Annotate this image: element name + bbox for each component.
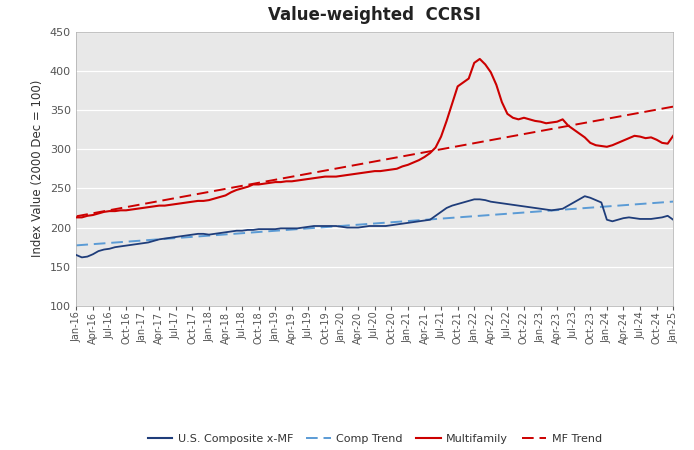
MF Trend [271,177,280,182]
MF Trend [398,154,407,159]
U.S. Composite x-MF [78,255,86,260]
Multifamily [475,56,484,62]
Comp Trend [238,230,246,236]
Comp Trend [393,219,401,225]
U.S. Composite x-MF [244,227,252,233]
U.S. Composite x-MF [581,194,589,199]
Multifamily [72,215,81,220]
U.S. Composite x-MF [669,217,677,222]
Comp Trend [398,219,407,224]
Title: Value-weighted  CCRSI: Value-weighted CCRSI [269,6,481,24]
MF Trend [393,155,401,160]
Y-axis label: Index Value (2000 Dec = 100): Index Value (2000 Dec = 100) [31,80,44,257]
U.S. Composite x-MF [470,197,478,202]
MF Trend [72,214,81,219]
Multifamily [238,186,246,191]
Multifamily [271,180,280,185]
Comp Trend [72,243,81,248]
MF Trend [117,206,125,211]
U.S. Composite x-MF [122,243,130,248]
U.S. Composite x-MF [72,252,81,258]
MF Trend [669,104,677,109]
Comp Trend [271,228,280,234]
Comp Trend [117,239,125,245]
Multifamily [464,76,473,81]
Multifamily [117,207,125,213]
MF Trend [238,183,246,189]
Multifamily [669,133,677,139]
MF Trend [464,141,473,147]
Line: Comp Trend: Comp Trend [76,202,673,245]
Multifamily [398,164,407,169]
Line: U.S. Composite x-MF: U.S. Composite x-MF [76,196,673,257]
U.S. Composite x-MF [398,221,407,226]
Multifamily [393,166,401,171]
U.S. Composite x-MF [277,225,285,231]
Comp Trend [464,214,473,219]
Line: MF Trend: MF Trend [76,107,673,216]
Legend: U.S. Composite x-MF, Comp Trend, Multifamily, MF Trend: U.S. Composite x-MF, Comp Trend, Multifa… [144,430,606,449]
U.S. Composite x-MF [404,220,412,225]
Comp Trend [669,199,677,204]
Line: Multifamily: Multifamily [76,59,673,217]
